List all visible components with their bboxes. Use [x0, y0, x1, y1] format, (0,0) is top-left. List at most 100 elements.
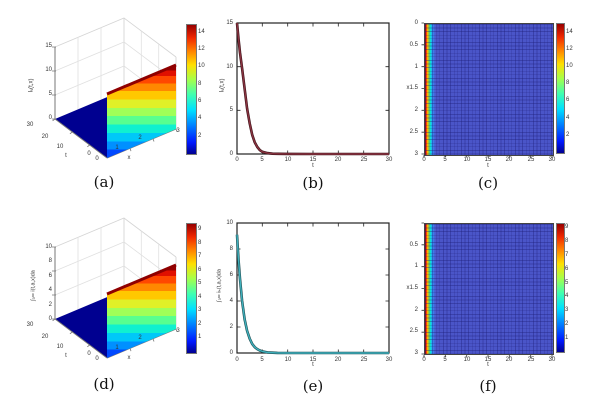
axis-tick: 20	[505, 157, 513, 163]
colorbar-tick: 3	[198, 307, 202, 313]
colorbar-tick: 14	[566, 29, 573, 35]
plot-b-xlabel: t	[312, 163, 314, 169]
plot-d-zlabel: ∫₀∞ i(t,a,x)da	[30, 270, 37, 301]
axis-tick: 2	[414, 107, 418, 113]
axis-tick: 0	[235, 157, 239, 163]
axis-tick: 10	[284, 157, 292, 163]
decay-curve-b	[236, 22, 389, 155]
axis-tick: 15	[226, 20, 233, 26]
colorbar-tick: 14	[198, 29, 205, 35]
colorbar-tick: 7	[198, 253, 202, 259]
decay-curve-e-edge	[235, 234, 389, 355]
colorbar-tick: 10	[566, 63, 573, 69]
axis-tick: 5	[229, 107, 233, 113]
caption-c: (c)	[477, 174, 499, 192]
colorbar-tick: 1	[198, 334, 202, 340]
caption-e: (e)	[302, 377, 324, 395]
caption-f: (f)	[479, 377, 497, 395]
colorbar-tick: 1	[565, 335, 569, 341]
caption-a: (a)	[93, 173, 115, 191]
axis-tick: 6	[48, 273, 52, 279]
axis-tick: 2	[138, 135, 142, 141]
colorbar-f	[556, 223, 565, 353]
plot-b-axes	[235, 22, 390, 156]
axis-tick: 30	[385, 357, 393, 363]
axis-tick: 20	[334, 157, 342, 163]
colorbar-tick: 4	[198, 115, 202, 121]
colorbar-a	[186, 24, 197, 155]
colorbar-tick: 8	[565, 238, 569, 244]
colorbar-tick: 8	[198, 81, 202, 87]
plot-e-axes	[235, 222, 390, 355]
heatmap-f	[424, 223, 554, 355]
colorbar-tick: 5	[198, 280, 202, 286]
axis-tick: 0	[229, 151, 233, 157]
colorbar-tick: 3	[565, 307, 569, 313]
decay-curve-e	[236, 234, 389, 354]
axis-tick: 15	[45, 43, 52, 49]
colorbar-tick: 4	[198, 294, 202, 300]
axis-tick: 20	[41, 134, 49, 140]
axis-tick: 5	[48, 91, 52, 97]
axis-tick: 15	[484, 357, 492, 363]
plot-f-ticks	[421, 222, 553, 358]
colorbar-tick: 2	[565, 321, 569, 327]
axis-tick: 0	[422, 357, 426, 363]
axis-tick: 20	[505, 357, 513, 363]
colorbar-tick: 6	[566, 97, 570, 103]
axis-tick: 0	[87, 151, 91, 157]
axis-tick: 4	[229, 298, 233, 304]
colorbar-c	[556, 23, 565, 154]
axis-tick: 1	[414, 263, 418, 269]
axis-tick: 10	[284, 357, 292, 363]
plot-c-xlabel: t	[487, 163, 489, 169]
axis-tick: 30	[385, 157, 393, 163]
heatmap-c-rainbow-strip	[425, 24, 437, 155]
axis-tick: 0	[422, 157, 426, 163]
axis-tick: 25	[360, 157, 368, 163]
axis-tick: 1	[115, 345, 119, 351]
colorbar-tick: 12	[566, 46, 573, 52]
axis-tick: 10	[45, 67, 52, 73]
colorbar-tick: 2	[198, 321, 202, 327]
axis-tick: 0	[95, 156, 99, 162]
colorbar-tick: 5	[565, 280, 569, 286]
axis-tick: 15	[309, 157, 317, 163]
decay-curve-b-edge	[235, 22, 389, 156]
axis-tick: 30	[548, 157, 556, 163]
axis-tick: 1	[115, 145, 119, 151]
colorbar-tick: 7	[565, 252, 569, 258]
axis-tick: 2.5	[409, 129, 418, 135]
caption-b: (b)	[302, 174, 324, 192]
axis-tick: 2	[414, 307, 418, 313]
axis-tick: 0.5	[409, 42, 418, 48]
plot-d-xlabel: x	[127, 355, 131, 361]
axis-tick: 3	[176, 128, 180, 134]
colorbar-tick: 2	[198, 133, 202, 139]
axis-tick: 8	[48, 258, 52, 264]
colorbar-tick: 6	[565, 266, 569, 272]
colorbar-tick: 4	[566, 115, 570, 121]
axis-tick: 25	[527, 357, 535, 363]
axis-tick: 0	[414, 20, 418, 26]
axis-tick: 2	[138, 335, 142, 341]
axis-tick: 0	[87, 351, 91, 357]
axis-tick: 10	[45, 244, 52, 250]
colorbar-tick: 8	[566, 80, 570, 86]
axis-tick: 3	[414, 151, 418, 157]
colorbar-tick: 2	[566, 132, 570, 138]
axis-tick: 30	[548, 357, 556, 363]
axis-tick: 20	[41, 334, 49, 340]
heatmap-c	[424, 23, 554, 156]
heatmap-c-mesh	[425, 24, 553, 155]
axis-tick: 5	[260, 357, 264, 363]
plot-e-xlabel: t	[312, 362, 314, 368]
colorbar-tick: 9	[198, 226, 202, 232]
axis-tick: 2	[48, 302, 52, 308]
plot-a-surface3d	[50, 16, 179, 160]
axis-tick: 20	[334, 357, 342, 363]
axis-tick: 30	[26, 122, 34, 128]
axis-tick: 10	[56, 344, 64, 350]
axis-tick: 15	[309, 357, 317, 363]
heatmap-f-mesh	[425, 224, 553, 354]
